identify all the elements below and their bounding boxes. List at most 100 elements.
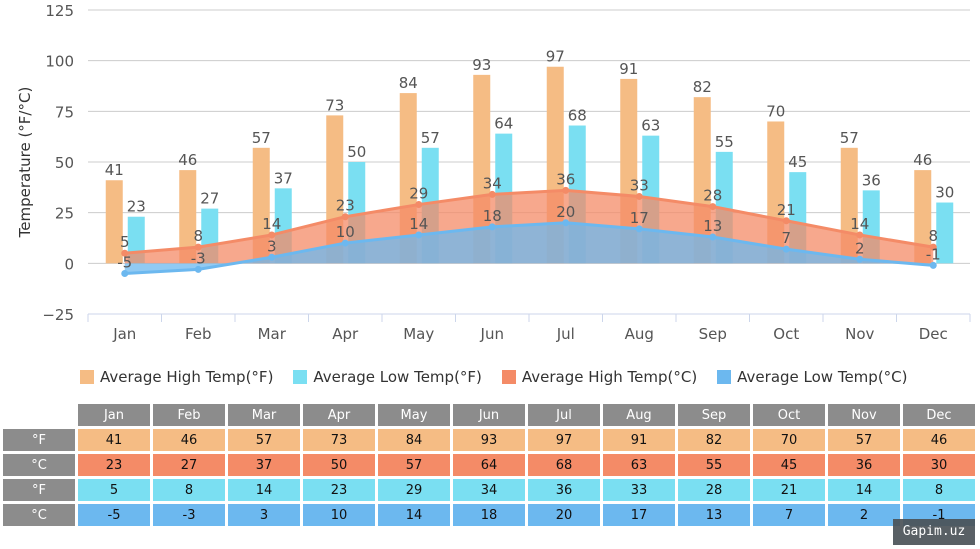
table-cell: 27 (153, 454, 225, 476)
data-label: -3 (191, 249, 206, 267)
table-cell: 21 (753, 479, 825, 501)
table-cell: 82 (678, 429, 750, 451)
table-cell: 8 (153, 479, 225, 501)
table-cell: 36 (528, 479, 600, 501)
data-label: 30 (935, 184, 954, 202)
table-cell: -5 (78, 504, 150, 526)
point-low-c (488, 223, 496, 231)
table-cell: 14 (828, 479, 900, 501)
point-low-c (194, 265, 202, 273)
table-cell: 23 (78, 454, 150, 476)
table-cell: 20 (528, 504, 600, 526)
table-row: °F 41 46 57 73 84 93 97 91 82 70 57 46 (3, 429, 975, 451)
table-cell: 23 (303, 479, 375, 501)
data-label: 14 (262, 215, 281, 233)
table-cell: 68 (528, 454, 600, 476)
bar-high-f (179, 170, 197, 264)
x-tick-label: Mar (258, 325, 287, 343)
data-label: 41 (105, 161, 124, 179)
table-cell: -3 (153, 504, 225, 526)
x-tick-label: Dec (919, 325, 948, 343)
table-cell: 3 (228, 504, 300, 526)
month-header: Mar (228, 404, 300, 426)
table-cell: 50 (303, 454, 375, 476)
data-label: 29 (409, 185, 428, 203)
y-axis-title: Temperature (°F/°C) (16, 87, 34, 239)
point-high-c (709, 203, 717, 211)
legend-item[interactable]: Average Low Temp(°C) (717, 368, 908, 386)
data-label: 18 (483, 207, 502, 225)
data-label: 68 (568, 107, 587, 125)
table-row: °F 5 8 14 23 29 34 36 33 28 21 14 8 (3, 479, 975, 501)
data-label: 14 (409, 215, 428, 233)
point-low-c (709, 233, 717, 241)
month-header: Jul (528, 404, 600, 426)
row-label: °F (3, 479, 75, 501)
month-header: Feb (153, 404, 225, 426)
data-label: 57 (421, 129, 440, 147)
month-header: Aug (603, 404, 675, 426)
bar-high-f (105, 180, 123, 264)
legend-item[interactable]: Average High Temp(°C) (501, 368, 697, 386)
data-label: 33 (630, 176, 649, 194)
data-label: 7 (781, 229, 791, 247)
data-label: 10 (336, 223, 355, 241)
legend: Average High Temp(°F) Average Low Temp(°F… (80, 368, 908, 386)
data-label: 34 (483, 174, 502, 192)
y-tick-label: −25 (42, 306, 74, 324)
point-low-c (856, 255, 864, 263)
x-tick-label: Apr (332, 325, 359, 343)
table-cell: 97 (528, 429, 600, 451)
table-cell: 73 (303, 429, 375, 451)
empty-cell (3, 404, 75, 426)
table-cell: 64 (453, 454, 525, 476)
row-label: °C (3, 454, 75, 476)
data-table: Jan Feb Mar Apr May Jun Jul Aug Sep Oct Nov Dec °F 41… (0, 401, 978, 529)
table-cell: 41 (78, 429, 150, 451)
y-tick-label: 25 (55, 205, 74, 223)
data-label: 23 (127, 198, 146, 216)
row-label: °C (3, 504, 75, 526)
legend-label: Average Low Temp(°F) (313, 368, 482, 386)
x-tick-label: Jun (480, 325, 504, 343)
table-cell: 45 (753, 454, 825, 476)
data-label: 97 (546, 48, 565, 66)
data-label: 36 (556, 170, 575, 188)
legend-label: Average High Temp(°F) (100, 368, 274, 386)
bar-high-f (914, 170, 932, 264)
point-low-c (268, 253, 276, 261)
table-cell: 36 (828, 454, 900, 476)
month-header: Sep (678, 404, 750, 426)
point-high-c (415, 201, 423, 209)
table-cell: 46 (153, 429, 225, 451)
data-label: 70 (766, 102, 785, 120)
point-high-c (782, 217, 790, 225)
month-header: Dec (903, 404, 975, 426)
data-label: -5 (117, 253, 132, 271)
table-cell: 18 (453, 504, 525, 526)
data-label: 27 (200, 190, 219, 208)
table-cell: 8 (903, 479, 975, 501)
table-cell: 30 (903, 454, 975, 476)
data-label: 3 (267, 237, 277, 255)
watermark: Gapim.uz (893, 519, 975, 545)
month-header: Nov (828, 404, 900, 426)
line-low-c (124, 221, 934, 275)
data-label: 20 (556, 203, 575, 221)
legend-item[interactable]: Average Low Temp(°F) (293, 368, 482, 386)
data-label: 17 (630, 209, 649, 227)
month-header: Apr (303, 404, 375, 426)
table-cell: 34 (453, 479, 525, 501)
data-label: 5 (120, 233, 130, 251)
legend-item[interactable]: Average High Temp(°F) (80, 368, 273, 386)
data-label: 13 (703, 217, 722, 235)
x-tick-label: Aug (625, 325, 654, 343)
data-label: 23 (336, 197, 355, 215)
table-cell: 70 (753, 429, 825, 451)
point-high-c (194, 243, 202, 251)
bar-high-f (252, 147, 270, 264)
x-tick-label: May (403, 325, 434, 343)
table-cell: 33 (603, 479, 675, 501)
data-label: 50 (347, 143, 366, 161)
point-low-c (635, 225, 643, 233)
